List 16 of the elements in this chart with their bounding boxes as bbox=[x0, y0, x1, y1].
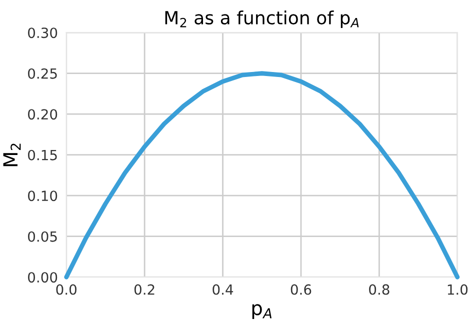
x-tick-label: 0.6 bbox=[290, 284, 312, 295]
chart-title: M$_{2}$ as a function of p$_{A}$ bbox=[165, 10, 359, 28]
x-tick-label: 0.8 bbox=[369, 284, 390, 295]
x-tick-label: 0.4 bbox=[212, 284, 234, 295]
x-tick-label: 0.0 bbox=[56, 284, 76, 295]
y-tick-label: 0.05 bbox=[28, 231, 57, 242]
y-tick-label: 0.00 bbox=[28, 272, 58, 283]
y-axis-title: M$_{2}$ bbox=[3, 144, 21, 166]
x-axis-title: p$_{A}$ bbox=[252, 304, 272, 320]
x-tick-label: 0.2 bbox=[134, 284, 154, 295]
y-tick-label: 0.20 bbox=[28, 109, 58, 120]
y-tick-label: 0.15 bbox=[28, 150, 57, 160]
x-tick-label: 1.0 bbox=[448, 284, 468, 295]
y-tick-label: 0.10 bbox=[28, 190, 58, 202]
y-tick-label: 0.30 bbox=[28, 28, 58, 38]
y-tick-label: 0.25 bbox=[28, 68, 57, 79]
